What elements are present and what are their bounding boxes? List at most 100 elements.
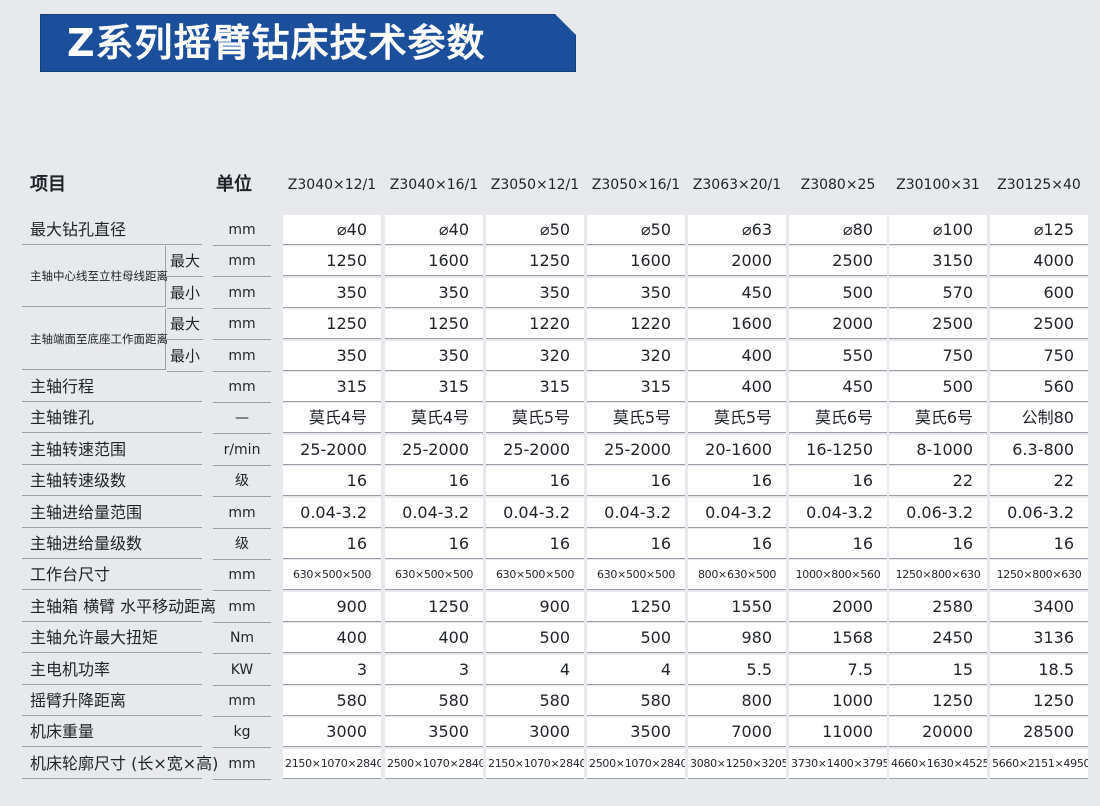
table-cell: 980	[688, 623, 786, 654]
table-cell: 450	[789, 372, 887, 402]
table-cell: 350	[385, 340, 483, 371]
row-label: 主电机功率	[22, 655, 202, 685]
table-cell: 750	[990, 340, 1088, 371]
row-unit: mm	[213, 498, 271, 529]
table-cell: 1600	[688, 309, 786, 340]
table-cell: 2500	[889, 309, 987, 340]
table-cell: 公制80	[990, 403, 1088, 434]
table-cell: 7.5	[789, 654, 887, 685]
row-label: 主轴允许最大扭矩	[22, 623, 202, 654]
table-cell: 3000	[486, 717, 584, 748]
row-sub-label: 最小	[167, 278, 203, 309]
table-cell: 1000	[789, 686, 887, 716]
table-cell: 莫氏4号	[283, 403, 381, 434]
table-cell: 350	[587, 277, 685, 308]
title-banner	[40, 14, 576, 72]
table-cell: 16	[587, 529, 685, 559]
table-cell: 1550	[688, 591, 786, 622]
column-header-model: Z3040×16/1	[389, 177, 479, 193]
row-label: 主轴箱 横臂 水平移动距离	[22, 592, 216, 622]
table-cell: 2500	[789, 246, 887, 277]
table-cell: 1250	[283, 309, 381, 340]
table-cell: 580	[486, 686, 584, 716]
row-unit: r/min	[213, 435, 271, 466]
table-cell: 18.5	[990, 654, 1088, 685]
table-cell: 8-1000	[889, 434, 987, 465]
table-cell: 560	[990, 372, 1088, 402]
table-cell: 630×500×500	[486, 560, 584, 591]
table-cell: 16-1250	[789, 434, 887, 465]
table-cell: 0.06-3.2	[990, 497, 1088, 528]
table-cell: 16	[789, 466, 887, 497]
table-cell: 0.04-3.2	[688, 497, 786, 528]
table-cell: 6.3-800	[990, 434, 1088, 465]
table-cell: 400	[385, 623, 483, 654]
table-cell: 4	[587, 654, 685, 685]
row-sub-label: 最大	[167, 246, 203, 278]
table-cell: 28500	[990, 717, 1088, 748]
table-cell: 4	[486, 654, 584, 685]
table-cell: 580	[587, 686, 685, 716]
table-cell: 2450	[889, 623, 987, 654]
table-cell: 600	[990, 277, 1088, 308]
row-sub-label: 最大	[167, 309, 203, 341]
table-cell: 450	[688, 277, 786, 308]
table-cell: 16	[283, 466, 381, 497]
row-unit: mm	[213, 246, 271, 278]
column-header-unit: 单位	[216, 174, 252, 195]
table-cell: 2000	[789, 591, 887, 622]
table-cell: 1250	[283, 246, 381, 277]
table-cell: 莫氏4号	[385, 403, 483, 434]
table-cell: 500	[587, 623, 685, 654]
row-label: 主轴行程	[22, 372, 202, 402]
row-unit: KW	[213, 655, 271, 686]
table-cell: 2150×1070×2840	[283, 748, 381, 779]
table-cell: 22	[889, 466, 987, 497]
table-cell: 25-2000	[587, 434, 685, 465]
row-unit: mm	[213, 341, 271, 372]
table-cell: 16	[889, 529, 987, 559]
table-cell: 580	[385, 686, 483, 716]
table-cell: 320	[486, 340, 584, 371]
column-header-item: 项目	[30, 174, 66, 195]
page-title: Z系列摇臂钻床技术参数	[67, 21, 486, 65]
row-unit: mm	[213, 309, 271, 341]
table-cell: 900	[486, 591, 584, 622]
table-cell: 630×500×500	[283, 560, 381, 591]
table-cell: 550	[789, 340, 887, 371]
table-cell: 16	[587, 466, 685, 497]
table-cell: 3500	[587, 717, 685, 748]
table-cell: 630×500×500	[385, 560, 483, 591]
table-cell: 800	[688, 686, 786, 716]
column-header-model: Z3050×12/1	[490, 177, 580, 193]
column-header-model: Z3063×20/1	[692, 177, 782, 193]
row-group-label: 主轴中心线至立柱母线距离	[22, 246, 168, 308]
table-cell: 1220	[587, 309, 685, 340]
table-cell: 1220	[486, 309, 584, 340]
table-cell: 1250	[990, 686, 1088, 716]
table-cell: 莫氏6号	[789, 403, 887, 434]
table-cell: ⌀125	[990, 215, 1088, 245]
row-label: 主轴锥孔	[22, 403, 202, 434]
table-cell: 4000	[990, 246, 1088, 277]
table-cell: 350	[283, 340, 381, 371]
table-cell: 500	[889, 372, 987, 402]
table-cell: ⌀50	[486, 215, 584, 245]
table-cell: 1250	[385, 591, 483, 622]
row-label: 工作台尺寸	[22, 560, 202, 591]
table-cell: 400	[688, 340, 786, 371]
column-header-model: Z3080×25	[800, 177, 876, 193]
table-cell: 16	[385, 466, 483, 497]
table-cell: 2500×1070×2840	[385, 748, 483, 779]
row-label: 最大钻孔直径	[22, 215, 202, 245]
table-cell: 2150×1070×2840	[486, 748, 584, 779]
table-cell: 500	[789, 277, 887, 308]
table-cell: 1000×800×560	[789, 560, 887, 591]
table-cell: 莫氏5号	[486, 403, 584, 434]
table-cell: 1250	[385, 309, 483, 340]
table-cell: 2500	[990, 309, 1088, 340]
table-cell: 莫氏5号	[688, 403, 786, 434]
table-cell: 500	[486, 623, 584, 654]
table-cell: 3730×1400×3795	[789, 748, 887, 779]
table-cell: 3000	[283, 717, 381, 748]
